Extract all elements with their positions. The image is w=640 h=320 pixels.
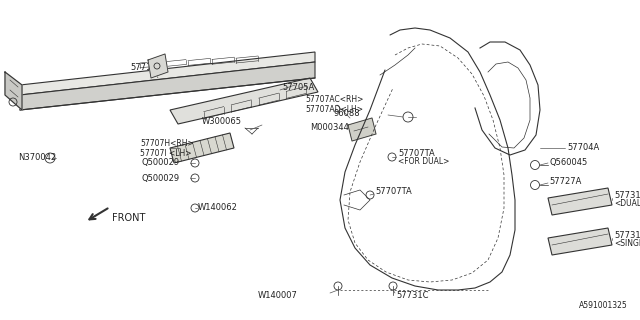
Text: FRONT: FRONT (112, 213, 145, 223)
Text: 57704A: 57704A (567, 143, 599, 153)
Text: <FOR DUAL>: <FOR DUAL> (398, 157, 449, 166)
Text: 57705A: 57705A (282, 84, 314, 92)
Polygon shape (548, 188, 612, 215)
Text: 57731C: 57731C (396, 291, 429, 300)
Polygon shape (5, 72, 22, 110)
Text: 57707TA: 57707TA (375, 188, 412, 196)
Text: A591001325: A591001325 (579, 301, 628, 310)
Text: 57727A: 57727A (549, 178, 581, 187)
Polygon shape (170, 78, 318, 124)
Text: 57707AC<RH>: 57707AC<RH> (305, 95, 364, 105)
Polygon shape (170, 133, 234, 163)
Polygon shape (20, 62, 315, 110)
Text: W300065: W300065 (202, 117, 242, 126)
Polygon shape (20, 52, 315, 95)
Text: <SINGLE>: <SINGLE> (614, 239, 640, 249)
Text: 57707TA: 57707TA (398, 148, 435, 157)
Text: W140062: W140062 (198, 204, 238, 212)
Text: 57731CA: 57731CA (614, 230, 640, 239)
Text: Q500029: Q500029 (142, 173, 180, 182)
Text: 57707H<RH>: 57707H<RH> (140, 139, 194, 148)
Text: Q560045: Q560045 (549, 157, 588, 166)
Text: M000344: M000344 (310, 124, 349, 132)
Polygon shape (348, 118, 376, 141)
Text: 57711D: 57711D (130, 63, 163, 73)
Text: N370042: N370042 (18, 153, 56, 162)
Text: 96088: 96088 (333, 108, 360, 117)
Text: 57707AD<LH>: 57707AD<LH> (305, 106, 363, 115)
Text: Q500029: Q500029 (142, 158, 180, 167)
Polygon shape (548, 228, 612, 255)
Text: W140007: W140007 (258, 291, 298, 300)
Text: 57707I <LH>: 57707I <LH> (140, 148, 191, 157)
Text: 57731CA: 57731CA (614, 190, 640, 199)
Polygon shape (148, 54, 168, 78)
Text: <DUAL>: <DUAL> (614, 199, 640, 209)
